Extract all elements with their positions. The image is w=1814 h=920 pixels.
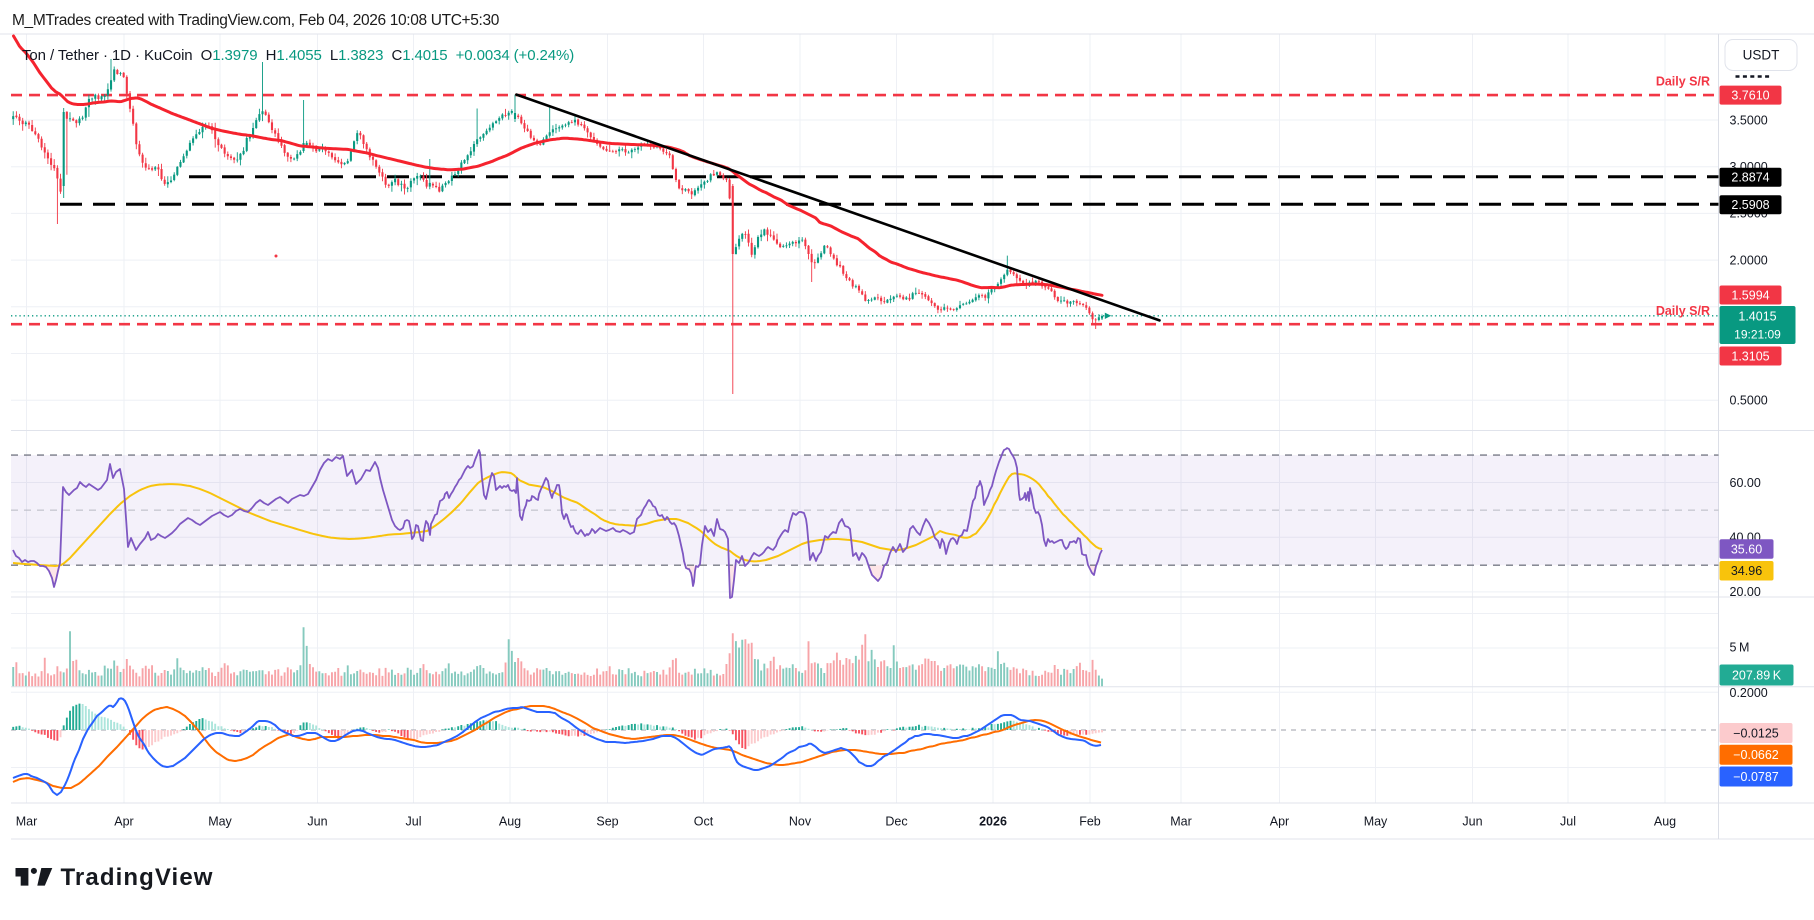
svg-text:Dec: Dec (885, 815, 907, 829)
svg-text:−0.0662: −0.0662 (1733, 748, 1779, 762)
svg-text:1.5994: 1.5994 (1731, 288, 1769, 302)
svg-text:May: May (1364, 815, 1388, 829)
svg-text:60.00: 60.00 (1730, 476, 1761, 490)
svg-text:Sep: Sep (596, 815, 618, 829)
svg-text:2.8874: 2.8874 (1731, 171, 1769, 185)
svg-text:M_MTrades created with Trading: M_MTrades created with TradingView.com, … (12, 12, 500, 29)
svg-text:Mar: Mar (16, 815, 38, 829)
svg-text:1.4015: 1.4015 (1738, 310, 1776, 324)
svg-text:0.2000: 0.2000 (1730, 686, 1768, 700)
svg-text:Aug: Aug (1654, 815, 1676, 829)
svg-text:20.00: 20.00 (1730, 585, 1761, 599)
svg-text:Jul: Jul (406, 815, 422, 829)
svg-text:−0.0787: −0.0787 (1733, 770, 1779, 784)
svg-text:19:21:09: 19:21:09 (1734, 328, 1781, 342)
svg-text:3.7610: 3.7610 (1731, 88, 1769, 102)
svg-text:May: May (208, 815, 232, 829)
svg-text:Feb: Feb (1079, 815, 1101, 829)
svg-text:USDT: USDT (1743, 48, 1780, 63)
svg-text:Mar: Mar (1170, 815, 1192, 829)
svg-text:Jul: Jul (1560, 815, 1576, 829)
svg-text:207.89 K: 207.89 K (1732, 668, 1782, 682)
svg-text:−0.0125: −0.0125 (1733, 726, 1779, 740)
svg-text:Apr: Apr (1270, 815, 1289, 829)
svg-text:2.5908: 2.5908 (1731, 198, 1769, 212)
svg-text:Daily S/R: Daily S/R (1656, 304, 1710, 318)
svg-text:Nov: Nov (789, 815, 812, 829)
svg-text:TradingView: TradingView (61, 864, 214, 891)
svg-text:35.60: 35.60 (1731, 542, 1762, 556)
svg-text:Aug: Aug (499, 815, 521, 829)
svg-text:Ton / Tether · 1D · KuCoin O1: Ton / Tether · 1D · KuCoin O1.3979 H1.40… (22, 47, 574, 64)
svg-text:0.5000: 0.5000 (1730, 394, 1768, 408)
svg-text:1.3105: 1.3105 (1731, 349, 1769, 363)
svg-text:Daily S/R: Daily S/R (1656, 75, 1710, 89)
svg-text:Oct: Oct (694, 815, 714, 829)
svg-text:5 M: 5 M (1730, 641, 1750, 655)
svg-text:Jun: Jun (307, 815, 327, 829)
svg-text:34.96: 34.96 (1731, 564, 1762, 578)
svg-text:Apr: Apr (114, 815, 133, 829)
svg-text:2026: 2026 (979, 815, 1007, 829)
svg-text:2.0000: 2.0000 (1730, 253, 1768, 267)
svg-text:3.5000: 3.5000 (1730, 113, 1768, 127)
svg-text:Jun: Jun (1462, 815, 1482, 829)
